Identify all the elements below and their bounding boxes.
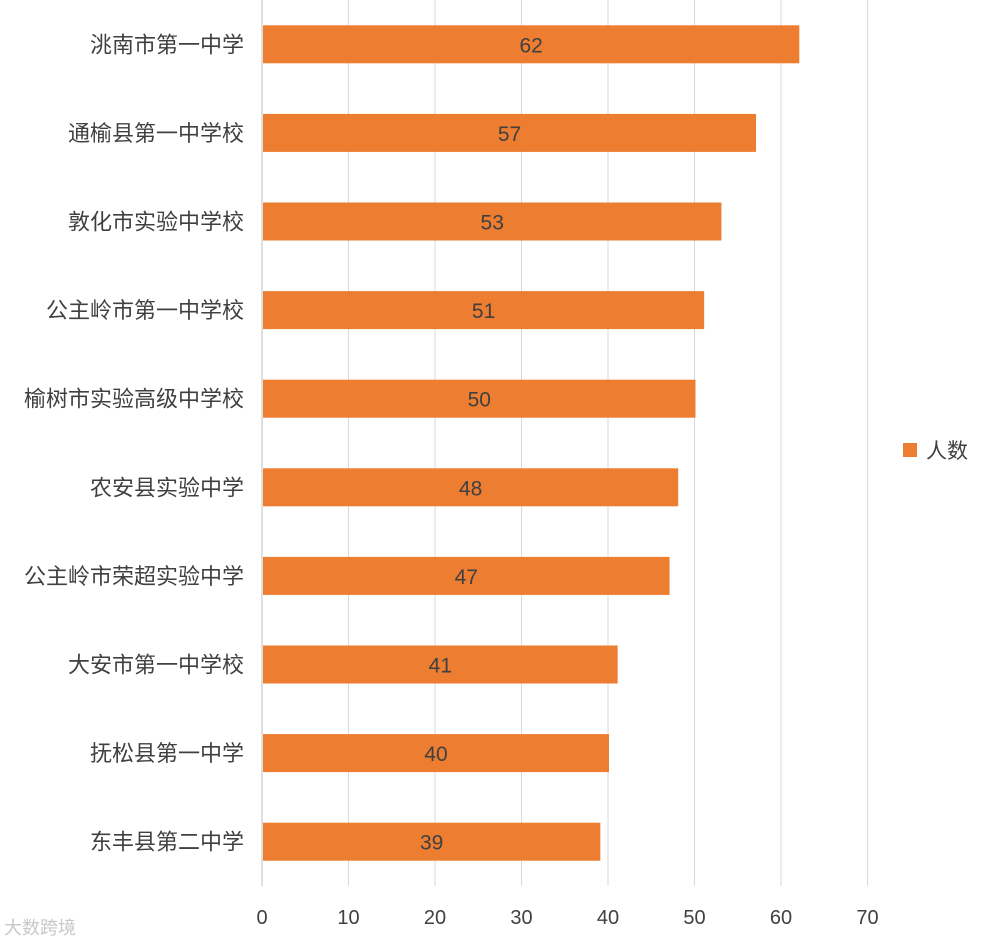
bar [263, 556, 670, 595]
bar [263, 822, 601, 861]
data-label: 51 [472, 300, 495, 323]
bar [263, 468, 679, 507]
data-label: 62 [519, 34, 542, 57]
category-label: 东丰县第二中学 [90, 831, 244, 856]
data-label: 50 [468, 389, 491, 412]
x-tick-label: 50 [683, 907, 705, 929]
category-label: 抚松县第一中学 [90, 742, 244, 767]
category-label: 公主岭市荣超实验中学 [24, 565, 244, 590]
bars: 62 57 53 51 50 48 47 41 40 39 [263, 25, 800, 861]
category-label: 洮南市第一中学 [90, 33, 244, 58]
data-label: 41 [429, 655, 452, 678]
category-label: 农安县实验中学 [90, 476, 244, 501]
bar [263, 379, 696, 418]
x-tick-label: 70 [856, 907, 878, 929]
x-tick-label: 0 [256, 907, 267, 929]
x-tick-label: 40 [597, 907, 619, 929]
data-label: 53 [481, 212, 504, 235]
category-label: 公主岭市第一中学校 [46, 299, 244, 324]
bar [263, 734, 609, 773]
data-label: 57 [498, 123, 521, 146]
legend-label: 人数 [926, 439, 968, 463]
data-label: 39 [420, 832, 443, 855]
bar [263, 291, 705, 330]
data-label: 40 [424, 743, 447, 766]
x-tick-label: 10 [337, 907, 359, 929]
watermark: 大数跨境 [4, 918, 76, 939]
category-label: 敦化市实验中学校 [68, 211, 244, 236]
x-tick-label: 20 [424, 907, 446, 929]
bar [263, 113, 757, 152]
bar [263, 645, 618, 684]
bar [263, 202, 722, 241]
data-label: 47 [455, 566, 478, 589]
x-tick-label: 60 [770, 907, 792, 929]
legend: 人数 [903, 439, 968, 463]
bar [263, 25, 800, 64]
category-label: 通榆县第一中学校 [68, 122, 244, 147]
axis: 0 10 20 30 40 50 60 70 洮南市第一中学通榆县第一中学校敦化市实验中学校公主… [24, 0, 879, 929]
category-label: 大安市第一中学校 [68, 654, 244, 679]
legend-swatch [903, 443, 917, 457]
data-label: 48 [459, 477, 482, 500]
x-tick-label: 30 [510, 907, 532, 929]
category-label: 榆树市实验高级中学校 [24, 388, 244, 413]
